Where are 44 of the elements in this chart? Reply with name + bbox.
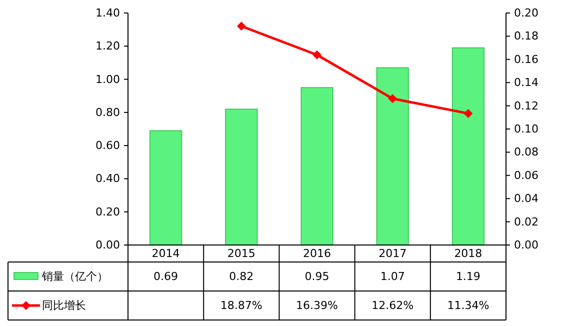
y2-tick-label: 0.06: [514, 168, 538, 182]
legend-label: 同比增长: [42, 299, 86, 312]
x-tick-label: 2018: [454, 247, 482, 260]
bar: [452, 47, 484, 246]
point: [388, 94, 398, 104]
y-tick-label: 1.40: [96, 6, 120, 20]
y2-tick-label: 0.14: [514, 76, 538, 90]
y2-tick-label: 0.10: [514, 122, 538, 136]
y2-tick-label: 0.18: [514, 30, 538, 43]
bar: [150, 130, 182, 246]
data-label: 18.87%: [220, 299, 262, 312]
x-tick-label: 2017: [378, 247, 407, 260]
y-tick-label: 0.80: [96, 106, 120, 119]
y2-tick-label: 0.12: [514, 99, 538, 112]
y2-tick-label: 0.16: [514, 52, 538, 66]
data-label: 12.62%: [372, 299, 414, 312]
point: [236, 22, 246, 31]
y-tick-label: 1.20: [96, 40, 120, 53]
data-label: 1.07: [380, 270, 405, 283]
y2-tick-label: 0.04: [514, 192, 538, 206]
legend-label: 销量（亿个）: [41, 270, 108, 283]
data-label: 16.39%: [296, 299, 338, 312]
y2-tick-label: 0.00: [514, 238, 538, 252]
point: [312, 50, 322, 60]
x-tick-label: 2015: [227, 247, 256, 260]
data-label: 11.34%: [447, 299, 490, 312]
x-tick-label: 2016: [303, 247, 331, 260]
bar: [225, 108, 258, 246]
y-tick-label: 0.00: [96, 238, 120, 252]
y2-tick-label: 0.08: [514, 146, 538, 159]
point: [464, 108, 473, 118]
y2-tick-label: 0.02: [514, 215, 538, 228]
y-tick-label: 0.60: [96, 139, 120, 152]
y-tick-label: 0.40: [96, 172, 120, 186]
data-label: 0.95: [304, 270, 330, 283]
y-tick-label: 1.00: [96, 72, 120, 86]
y-tick-label: 0.20: [96, 205, 120, 218]
bar: [300, 87, 334, 246]
x-tick-label: 2014: [152, 247, 180, 260]
y2-tick-label: 0.20: [514, 6, 538, 20]
bar: [376, 67, 409, 246]
data-label: 0.69: [154, 270, 178, 283]
data-label: 0.82: [229, 270, 254, 283]
data-label: 1.19: [456, 270, 480, 283]
